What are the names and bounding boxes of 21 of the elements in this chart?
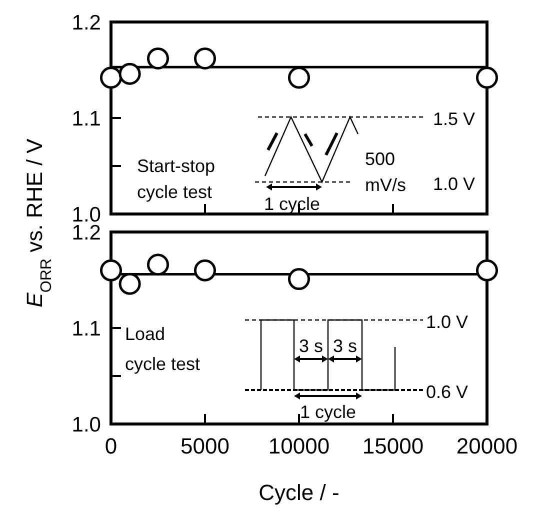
x-axis-title: Cycle / -: [258, 480, 340, 505]
annotation: 500 mV/s: [365, 149, 406, 195]
x-tick-label: 20000: [456, 434, 518, 459]
x-tick-label: 15000: [362, 434, 424, 459]
annotation: 3 s: [332, 336, 358, 356]
annotation: 3 s: [298, 336, 324, 356]
y-tick-label: 1.2: [72, 11, 101, 34]
annotation: 1.5 V: [433, 109, 476, 129]
annotation: Start-stop cycle test: [137, 156, 216, 202]
y-tick-label: 1.2: [72, 221, 101, 244]
x-tick-label: 5000: [180, 434, 230, 459]
x-tick-label: 0: [104, 434, 118, 459]
annotation: 1.0 V: [426, 312, 468, 332]
annotation: 1.0 V: [433, 174, 476, 194]
annotation: 1 cycle: [300, 402, 356, 422]
y-tick-label: 1.0: [72, 413, 101, 436]
annotation: Load cycle test: [125, 324, 200, 374]
y-tick-label: 1.1: [72, 107, 101, 130]
x-tick-label: 10000: [268, 434, 330, 459]
annotation: 0.6 V: [426, 382, 468, 402]
y-tick-label: 1.1: [72, 317, 101, 340]
